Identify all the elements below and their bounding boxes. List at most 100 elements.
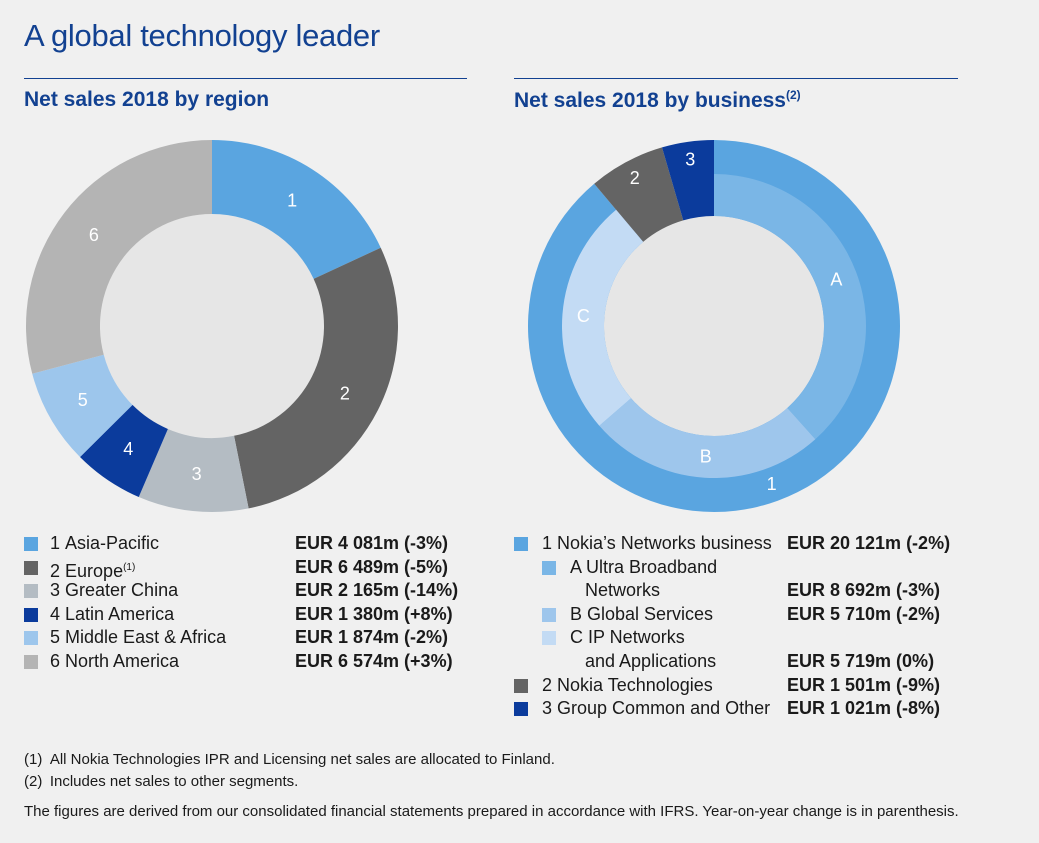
legend-label: Latin America: [65, 603, 175, 624]
legend-swatch: [542, 560, 556, 575]
legend-label: Middle East & Africa: [65, 627, 227, 648]
legend-swatch: [24, 560, 38, 575]
legend-label: C IP Networks: [570, 627, 685, 648]
legend-swatch: [514, 678, 528, 693]
legend-label: and Applications: [585, 650, 717, 671]
legend-value: EUR 5 710m (-2%): [787, 603, 941, 624]
region-slice-5: [32, 354, 133, 458]
region-slice-label-2: 2: [340, 383, 350, 403]
legend-value: EUR 5 719m (0%): [787, 650, 935, 671]
legend-value: EUR 6 489m (-5%): [295, 556, 449, 577]
business-inner-slice-label-C: C: [577, 306, 590, 326]
legend-key: 2: [50, 560, 61, 581]
legend-value: EUR 20 121m (-2%): [787, 533, 951, 553]
business-donut-center: [604, 216, 824, 436]
left-section-rule: [24, 78, 467, 79]
business-inner-slice-B: [599, 398, 816, 478]
legend-swatch: [24, 537, 38, 551]
region-donut-chart: 1 2 3 4 5 6: [25, 140, 398, 512]
legend-swatch: [542, 631, 556, 646]
legend-key: 6: [50, 650, 61, 671]
legend-value: EUR 1 501m (-9%): [787, 674, 941, 695]
business-inner-slice-label-A: A: [830, 269, 842, 289]
legend-row-latin-america: 4 Latin America EUR 1 380m (+8%): [24, 603, 484, 627]
legend-row-ultra-broadband: A Ultra Broadband: [514, 556, 1034, 580]
footnotes: (1) All Nokia Technologies IPR and Licen…: [24, 749, 959, 823]
legend-row-ip-networks-cont: and Applications EUR 5 719m (0%): [514, 650, 1034, 674]
footnote-1: (1) All Nokia Technologies IPR and Licen…: [24, 751, 555, 768]
disclaimer: The figures are derived from our consoli…: [24, 803, 959, 820]
legend-row-ultra-broadband-cont: Networks EUR 8 692m (-3%): [514, 579, 1034, 603]
legend-label: Greater China: [65, 580, 179, 601]
business-outer-slice-3: [662, 140, 714, 221]
region-slice-2: [234, 247, 398, 509]
legend-row-asia-pacific: 1 Asia-Pacific EUR 4 081m (-3%): [24, 532, 484, 556]
legend-row-europe: 2 Europe(1) EUR 6 489m (-5%): [24, 556, 484, 581]
business-inner-slice-label-B: B: [700, 447, 712, 467]
business-chart-title-text: Net sales 2018 by business: [514, 89, 786, 112]
region-slice-label-5: 5: [78, 390, 88, 410]
region-slice-label-4: 4: [123, 439, 133, 459]
legend-label: Nokia Technologies: [557, 674, 713, 695]
business-inner-slice-A: [714, 174, 866, 440]
legend-row-middle-east-africa: 5 Middle East & Africa EUR 1 874m (-2%): [24, 626, 484, 650]
legend-value: EUR 1 021m (-8%): [787, 698, 941, 719]
legend-value: EUR 4 081m (-3%): [295, 533, 449, 553]
business-legend: 1 Nokia’s Networks business EUR 20 121m …: [514, 532, 1034, 721]
business-donut-chart: 1 2 3 A B C: [528, 140, 900, 512]
legend-swatch: [514, 537, 528, 551]
region-chart-title-text: Net sales 2018 by region: [24, 88, 270, 111]
legend-footnote-ref: (1): [123, 561, 136, 573]
legend-label: A Ultra Broadband: [570, 556, 718, 577]
legend-value: EUR 2 165m (-14%): [295, 580, 459, 601]
right-section-rule: [514, 78, 958, 79]
business-outer-slice-label-2: 2: [630, 168, 640, 188]
page-title: A global technology leader: [24, 18, 380, 53]
legend-value: EUR 1 874m (-2%): [295, 627, 449, 648]
legend-label: Group Common and Other: [557, 698, 771, 719]
legend-label: B Global Services: [570, 603, 714, 624]
business-chart-title: Net sales 2018 by business(2): [514, 88, 801, 113]
legend-key: 1: [50, 533, 61, 553]
business-outer-slice-label-3: 3: [685, 150, 695, 170]
business-outer-slice-2: [594, 147, 684, 242]
legend-row-north-america: 6 North America EUR 6 574m (+3%): [24, 650, 484, 674]
legend-value: EUR 1 380m (+8%): [295, 603, 453, 624]
business-chart-title-note: (2): [786, 88, 801, 102]
region-legend: 1 Asia-Pacific EUR 4 081m (-3%) 2 Europe…: [24, 532, 484, 674]
legend-key: 3: [50, 580, 61, 601]
region-slice-1: [212, 140, 381, 279]
legend-key: 4: [50, 603, 61, 624]
legend-swatch: [24, 654, 38, 669]
legend-value: EUR 6 574m (+3%): [295, 650, 453, 671]
legend-label: Nokia’s Networks business: [557, 533, 772, 553]
legend-row-greater-china: 3 Greater China EUR 2 165m (-14%): [24, 579, 484, 603]
region-slice-label-3: 3: [192, 464, 202, 484]
legend-row-nokia-technologies: 2 Nokia Technologies EUR 1 501m (-9%): [514, 674, 1034, 698]
legend-label: Asia-Pacific: [65, 533, 160, 553]
legend-swatch: [24, 584, 38, 599]
region-slice-4: [79, 404, 168, 497]
legend-value: EUR 8 692m (-3%): [787, 580, 941, 601]
region-slice-6: [25, 140, 212, 374]
legend-row-group-common: 3 Group Common and Other EUR 1 021m (-8%…: [514, 697, 1034, 721]
business-outer-slice-label-1: 1: [767, 474, 777, 494]
region-slice-label-6: 6: [89, 225, 99, 245]
region-donut-center: [100, 214, 324, 438]
legend-swatch: [542, 607, 556, 622]
legend-row-networks-business: 1 Nokia’s Networks business EUR 20 121m …: [514, 532, 1034, 556]
legend-label: North America: [65, 650, 180, 671]
legend-key: 5: [50, 627, 61, 648]
legend-row-ip-networks: C IP Networks: [514, 626, 1034, 650]
legend-swatch: [24, 607, 38, 622]
legend-label: Networks: [585, 580, 661, 601]
region-chart-title: Net sales 2018 by region: [24, 88, 269, 112]
footnote-2: (2) Includes net sales to other segments…: [24, 773, 299, 790]
region-slice-label-1: 1: [287, 190, 297, 210]
legend-key: 3: [542, 698, 553, 719]
region-slice-3: [138, 428, 249, 512]
legend-label: Europe: [65, 560, 124, 581]
legend-key: 1: [542, 533, 553, 553]
legend-swatch: [514, 702, 528, 717]
business-inner-slice-C: [562, 209, 644, 426]
